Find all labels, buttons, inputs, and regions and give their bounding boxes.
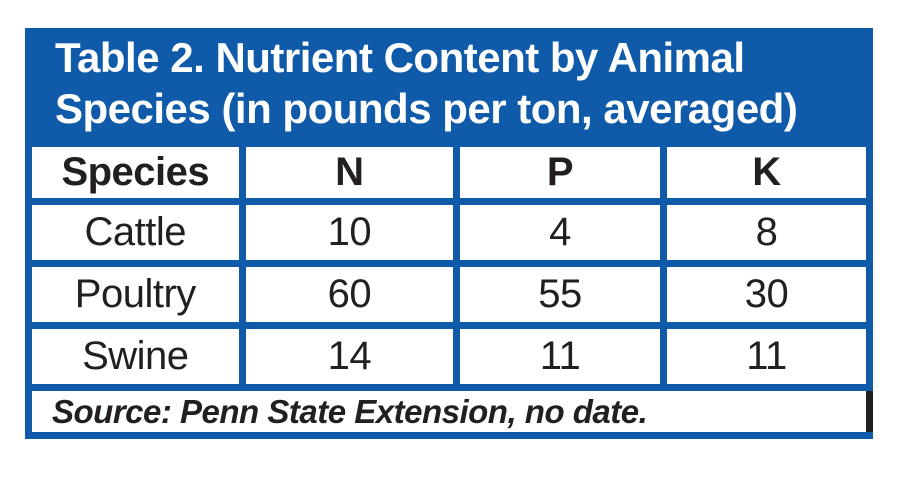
value-cell-n: 14	[238, 322, 461, 391]
table-2-container: Table 2. Nutrient Content by Animal Spec…	[25, 28, 874, 439]
value-cell-k: 30	[659, 260, 874, 329]
value-cell-k: 11	[659, 322, 874, 391]
column-header-p: P	[453, 140, 667, 205]
species-cell: Poultry	[25, 260, 246, 329]
value-cell-p: 55	[453, 260, 667, 329]
table-row-swine: Swine 14 11 11	[25, 322, 874, 391]
column-header-k: K	[659, 140, 874, 205]
column-header-species: Species	[25, 140, 246, 205]
source-note: Source: Penn State Extension, no date.	[25, 384, 873, 439]
value-cell-p: 4	[453, 198, 667, 267]
nutrient-table: Species N P K Cattle 10 4 8 Poultry 60 5…	[25, 140, 874, 439]
value-cell-k: 8	[659, 198, 874, 267]
table-title-line-2: Species (in pounds per ton, averaged)	[55, 85, 798, 132]
source-row: Source: Penn State Extension, no date.	[25, 384, 873, 439]
value-cell-n: 10	[238, 198, 461, 267]
species-cell: Swine	[25, 322, 246, 391]
column-header-n: N	[238, 140, 461, 205]
table-title-bar: Table 2. Nutrient Content by Animal Spec…	[25, 28, 873, 140]
value-cell-n: 60	[238, 260, 461, 329]
header-row: Species N P K	[25, 140, 874, 205]
table-row-poultry: Poultry 60 55 30	[25, 260, 874, 329]
value-cell-p: 11	[453, 322, 667, 391]
table-title-line-1: Table 2. Nutrient Content by Animal	[55, 34, 745, 81]
table-row-cattle: Cattle 10 4 8	[25, 198, 874, 267]
species-cell: Cattle	[25, 198, 246, 267]
